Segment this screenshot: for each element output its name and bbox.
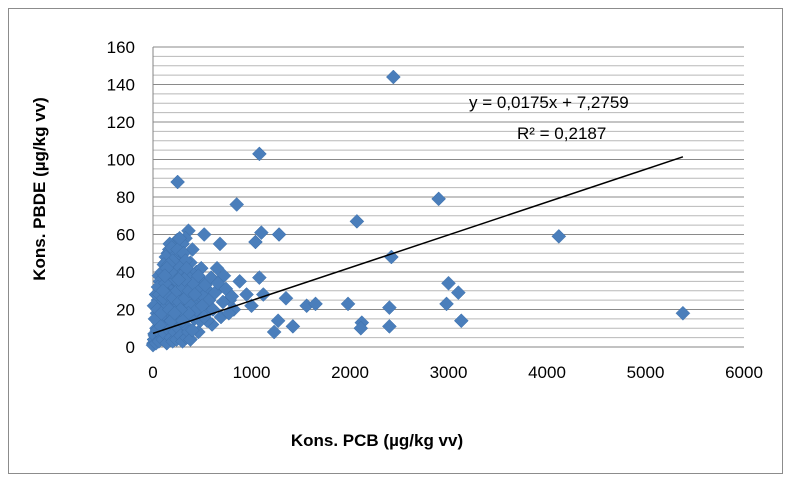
data-point [441,275,456,291]
data-point [382,319,397,334]
data-point [224,289,240,304]
data-point [285,319,301,334]
data-point [167,305,183,321]
data-point [157,268,173,284]
data-point [340,296,356,312]
data-point [308,296,323,312]
data-point [212,236,228,252]
chart-frame: 0 20 40 60 80 100 120 140 160 0 1000 2000 3000 4000 50… [8,8,783,474]
x-tick-label: 2000 [331,363,369,382]
y-tick-label: 80 [116,188,135,207]
data-point [385,69,401,85]
data-point [185,322,200,338]
trendline [152,156,684,335]
data-point [232,274,248,289]
data-point [271,227,287,242]
data-point [252,270,267,285]
y-tick-label: 140 [107,76,135,95]
data-point [209,260,225,276]
data-point [253,225,269,240]
data-point [205,302,221,317]
y-tick-label: 0 [126,338,135,357]
data-point [190,268,206,284]
data-point [183,332,198,347]
y-tick-label: 20 [116,301,135,320]
x-tick-label: 5000 [627,363,665,382]
scatter-chart: 0 20 40 60 80 100 120 140 160 0 1000 2000 3000 4000 50… [30,38,763,450]
y-tick-label: 100 [107,151,135,170]
data-point [172,230,187,246]
data-point [349,214,365,229]
y-axis-title: Kons. PBDE (µg/kg vv) [30,97,49,281]
data-point [453,313,469,329]
y-tick-label: 160 [107,38,135,57]
data-point [266,324,282,340]
x-tick-label: 1000 [233,363,271,382]
tick-labels: 0 20 40 60 80 100 120 140 160 0 1000 2000 3000 4000 50… [107,38,763,382]
y-tick-label: 120 [107,113,135,132]
x-tick-label: 6000 [725,363,763,382]
data-point [278,290,294,306]
x-axis-title: Kons. PCB (µg/kg vv) [291,431,463,450]
x-tick-label: 4000 [528,363,566,382]
data-point [439,296,454,312]
data-point [170,174,185,190]
data-point [551,229,567,244]
data-point [382,300,397,315]
data-point [450,285,466,300]
data-point [431,191,447,207]
data-point [270,313,286,329]
y-tick-label: 60 [116,226,135,245]
y-tick-label: 40 [116,263,135,282]
data-points [145,69,691,353]
x-tick-label: 0 [148,363,157,382]
data-point [675,305,691,321]
data-point [252,146,267,162]
r-squared-label: R² = 0,2187 [517,124,606,143]
trendline-group [152,156,684,335]
trendline-equation: y = 0,0175x + 7,2759 [469,93,629,112]
data-point [229,197,245,212]
x-tick-label: 3000 [430,363,468,382]
data-point [171,272,186,287]
data-point [215,294,231,310]
data-point [196,227,212,242]
data-point [353,320,369,336]
data-point [187,287,203,302]
data-point [155,283,171,299]
data-point [248,234,263,250]
